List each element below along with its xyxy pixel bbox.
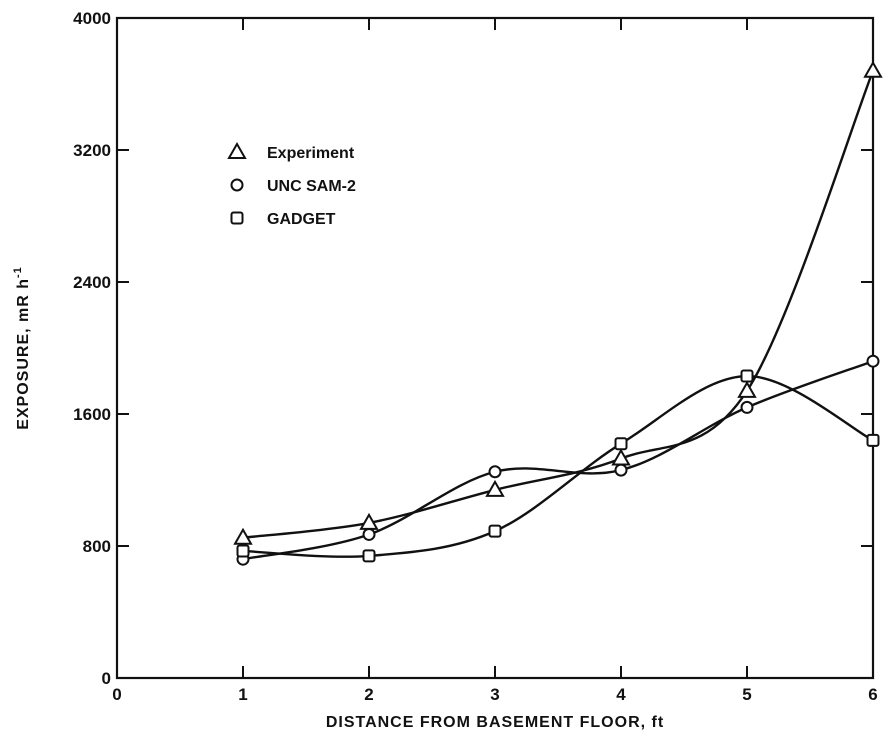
y-tick-label: 1600 [73, 405, 111, 424]
x-tick-label: 6 [868, 685, 877, 704]
series-line-unc-sam-2 [242, 360, 874, 561]
legend-marker-gadget [230, 211, 244, 225]
x-tick-label: 4 [616, 685, 626, 704]
legend-label-unc-sam-2: UNC SAM-2 [267, 178, 356, 195]
data-point-experiment [485, 479, 505, 497]
series-line-gadget [242, 374, 874, 558]
y-tick-label: 2400 [73, 273, 111, 292]
x-tick-label: 5 [742, 685, 751, 704]
legend-marker-unc-sam-2 [230, 178, 244, 192]
legend-marker-experiment [227, 141, 247, 159]
markers [233, 60, 883, 566]
y-tick-label: 3200 [73, 141, 111, 160]
y-axis-title-main: EXPOSURE, mR h [15, 278, 32, 430]
x-tick-label: 2 [364, 685, 373, 704]
y-axis-title: EXPOSURE, mR h-1 [12, 266, 32, 430]
axes [115, 16, 875, 680]
y-axis-title-superscript: -1 [12, 266, 24, 278]
y-tick-label: 0 [102, 669, 111, 688]
y-tick-label: 800 [83, 537, 111, 556]
legend-label-gadget: GADGET [267, 211, 336, 228]
legend: Experiment UNC SAM-2 GADGET [227, 141, 356, 228]
data-point-unc-sam-2 [866, 354, 880, 368]
series-line-experiment [242, 70, 875, 539]
data-point-experiment [737, 380, 757, 398]
data-point-experiment [233, 527, 253, 545]
plot-frame [115, 16, 875, 680]
data-point-experiment [863, 60, 883, 78]
ticks: 0 1 2 3 4 5 6 0 800 1600 2400 3200 4000 [73, 9, 878, 704]
data-point-unc-sam-2 [614, 463, 628, 477]
data-point-gadget [740, 369, 754, 383]
y-tick-label: 4000 [73, 9, 111, 28]
data-point-gadget [866, 433, 880, 447]
x-axis-title: DISTANCE FROM BASEMENT FLOOR, ft [326, 714, 664, 731]
data-point-gadget [488, 524, 502, 538]
legend-label-experiment: Experiment [267, 145, 355, 162]
data-point-gadget [614, 437, 628, 451]
data-point-unc-sam-2 [488, 465, 502, 479]
data-point-gadget [362, 549, 376, 563]
data-point-unc-sam-2 [362, 527, 376, 541]
x-tick-label: 1 [238, 685, 247, 704]
x-tick-label: 0 [112, 685, 121, 704]
x-tick-label: 3 [490, 685, 499, 704]
data-point-unc-sam-2 [740, 400, 754, 414]
data-point-gadget [236, 544, 250, 558]
